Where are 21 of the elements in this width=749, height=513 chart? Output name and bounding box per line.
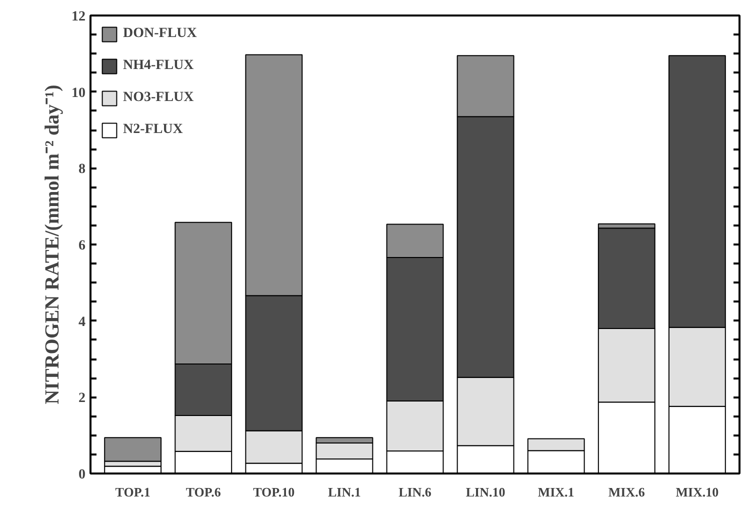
x-tick-label: TOP.6	[186, 484, 222, 500]
x-tick-label: MIX.1	[538, 484, 574, 500]
y-tick-label: 2	[78, 391, 86, 406]
legend-label: NO3-FLUX	[123, 90, 194, 106]
y-axis-title: NITROGEN RATE/(mmol m⁻² day⁻¹)	[42, 84, 64, 404]
y-tick-label: 6	[78, 238, 86, 254]
x-tick-label: MIX.10	[676, 484, 719, 500]
legend-label: NH4-FLUX	[123, 58, 194, 74]
y-tick-label: 12	[72, 10, 86, 24]
x-tick-label: LIN.6	[398, 484, 432, 500]
legend-label: N2-FLUX	[123, 122, 183, 138]
y-tick-label: 4	[78, 314, 86, 330]
legend-label: DON-FLUX	[123, 26, 197, 42]
x-tick-label: TOP.10	[253, 484, 295, 500]
y-tick-label: 8	[78, 162, 86, 178]
y-tick-label: 0	[78, 468, 86, 482]
x-tick-label: TOP.1	[115, 484, 150, 500]
x-tick-label: LIN.10	[466, 484, 506, 500]
y-tick-label: 10	[72, 86, 86, 101]
x-tick-label: LIN.1	[328, 484, 361, 500]
x-tick-label: MIX.6	[608, 484, 646, 500]
